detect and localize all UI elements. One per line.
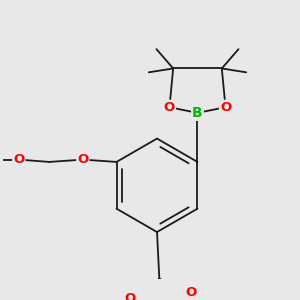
Text: O: O (77, 153, 88, 166)
Text: O: O (220, 101, 231, 114)
Text: O: O (125, 292, 136, 300)
Text: O: O (185, 286, 197, 299)
Text: O: O (13, 153, 25, 166)
Text: O: O (164, 101, 175, 114)
Text: B: B (192, 106, 203, 120)
